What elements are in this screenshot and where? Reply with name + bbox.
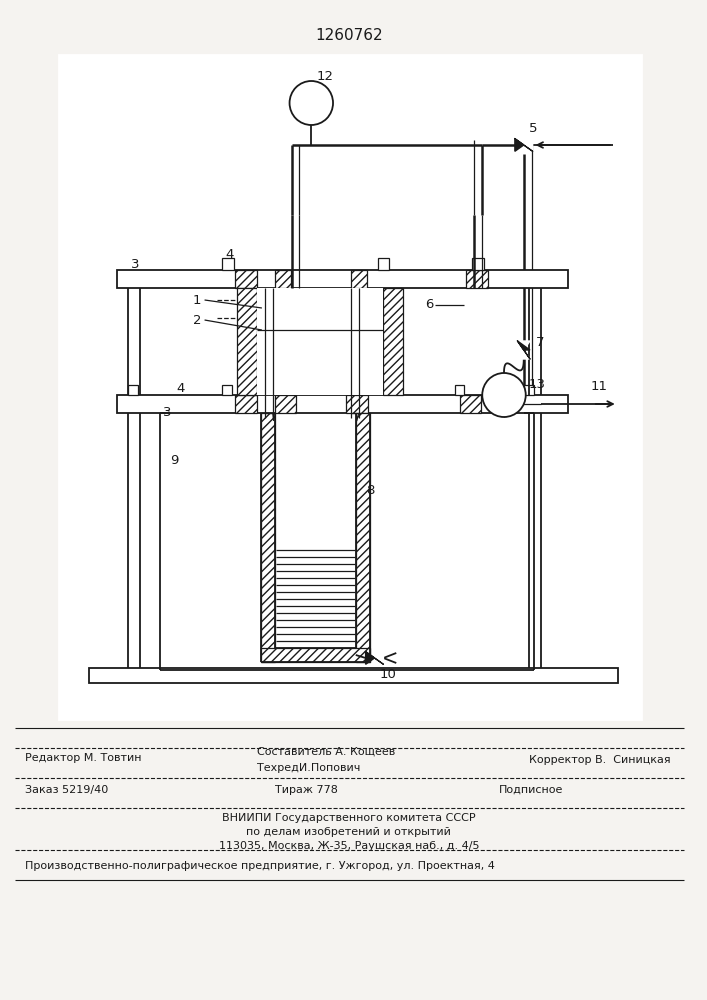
Text: по делам изобретений и открытий: по делам изобретений и открытий	[247, 827, 451, 837]
Text: Производственно-полиграфическое предприятие, г. Ужгород, ул. Проектная, 4: Производственно-полиграфическое предприя…	[25, 861, 495, 871]
Bar	[460, 395, 481, 413]
Text: ВНИИПИ Государственного комитета СССР: ВНИИПИ Государственного комитета СССР	[222, 813, 476, 823]
Text: Подписное: Подписное	[499, 785, 563, 795]
Bar	[346, 395, 368, 413]
Bar	[257, 288, 383, 395]
Bar	[472, 258, 484, 270]
Polygon shape	[518, 350, 530, 359]
Text: 9: 9	[170, 454, 178, 466]
Text: Редактор М. Товтин: Редактор М. Товтин	[25, 753, 141, 763]
Text: Составитель А. Кощеев: Составитель А. Кощеев	[257, 747, 395, 757]
Text: Заказ 5219/40: Заказ 5219/40	[25, 785, 108, 795]
Bar	[261, 413, 275, 662]
Text: ТехредИ.Попович: ТехредИ.Попович	[257, 763, 361, 773]
Polygon shape	[375, 652, 383, 664]
Bar	[455, 385, 464, 395]
Text: 4: 4	[226, 248, 234, 261]
Bar	[467, 270, 488, 288]
Text: 6: 6	[425, 298, 433, 312]
Text: 12: 12	[316, 70, 333, 83]
Bar	[89, 668, 618, 683]
Text: 1: 1	[193, 294, 201, 306]
Bar	[235, 395, 257, 413]
Text: 11: 11	[591, 380, 608, 393]
Bar	[351, 270, 367, 288]
Polygon shape	[518, 341, 530, 350]
Bar	[275, 270, 291, 288]
Bar	[222, 258, 234, 270]
Text: 3: 3	[163, 406, 172, 420]
Text: 7: 7	[536, 336, 544, 349]
Bar	[378, 258, 390, 270]
Circle shape	[482, 373, 526, 417]
Text: 8: 8	[366, 484, 374, 496]
Text: 2: 2	[193, 314, 201, 326]
Polygon shape	[366, 652, 375, 664]
Text: 5: 5	[529, 122, 537, 135]
Polygon shape	[524, 139, 532, 151]
Text: 3: 3	[132, 258, 140, 271]
Bar	[275, 395, 296, 413]
Text: Тираж 778: Тираж 778	[275, 785, 338, 795]
Text: 10: 10	[380, 668, 397, 680]
Polygon shape	[515, 139, 524, 151]
Text: 1260762: 1260762	[315, 27, 382, 42]
Bar	[129, 385, 139, 395]
Bar	[237, 288, 257, 395]
Text: 4: 4	[176, 381, 185, 394]
Bar	[524, 385, 534, 395]
Bar	[356, 413, 370, 662]
Bar	[383, 288, 403, 395]
Text: 113035, Москва, Ж-35, Раушская наб., д. 4/5: 113035, Москва, Ж-35, Раушская наб., д. …	[218, 841, 479, 851]
Polygon shape	[518, 341, 530, 350]
Bar	[222, 385, 232, 395]
Bar	[117, 395, 568, 413]
Bar	[261, 648, 370, 662]
Text: 13: 13	[529, 378, 546, 391]
Bar	[235, 270, 257, 288]
Bar	[59, 55, 643, 720]
Bar	[117, 270, 568, 288]
Text: Корректор В.  Синицкая: Корректор В. Синицкая	[529, 755, 670, 765]
Circle shape	[290, 81, 333, 125]
